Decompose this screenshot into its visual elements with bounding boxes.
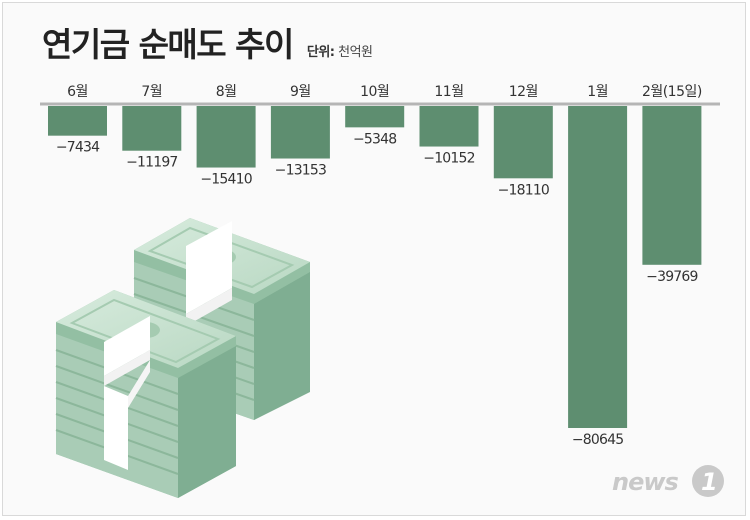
category-label-9: 2월(15일) — [642, 84, 702, 100]
value-label-8: −80645 — [572, 432, 623, 448]
chart-title: 연기금 순매도 추이 — [42, 25, 294, 64]
svg-text:news: news — [612, 468, 679, 496]
front-money-stack — [55, 290, 236, 498]
value-labels: −7434 −11197 −15410 −13153 −5348 −10152 −18110… — [56, 131, 699, 448]
bars-group — [48, 106, 702, 428]
value-label-2: −11197 — [126, 155, 177, 171]
svg-text:1: 1 — [701, 468, 718, 496]
bar-6 — [419, 106, 479, 147]
value-label-9: −39769 — [646, 269, 697, 285]
bar-4 — [270, 106, 330, 159]
title-row: 연기금 순매도 추이 단위: 천억원 — [42, 18, 373, 66]
category-label-3: 8월 — [216, 84, 237, 100]
value-label-4: −13153 — [275, 163, 326, 179]
bar-7 — [493, 106, 553, 179]
category-label-6: 11월 — [434, 84, 463, 100]
value-label-1: −7434 — [56, 140, 100, 156]
bar-2 — [122, 106, 182, 151]
bar-3 — [196, 106, 256, 168]
category-label-4: 9월 — [290, 84, 311, 100]
unit-value: 천억원 — [338, 45, 373, 60]
bar-5 — [345, 106, 405, 128]
value-label-5: −5348 — [353, 131, 396, 147]
category-label-1: 6월 — [67, 84, 88, 100]
category-label-5: 10월 — [360, 84, 389, 100]
bar-8 — [568, 106, 628, 428]
category-label-7: 12월 — [509, 84, 538, 100]
unit-label: 단위: — [306, 45, 335, 60]
news1-logo: news 1 — [612, 465, 724, 497]
value-label-3: −15410 — [200, 172, 251, 188]
unit-note: 단위: 천억원 — [307, 41, 373, 60]
category-labels: 6월 7월 8월 9월 10월 11월 12월 1월 2월(15일) — [67, 84, 702, 100]
value-label-6: −10152 — [423, 151, 474, 167]
bar-9 — [642, 106, 702, 265]
category-label-2: 7월 — [141, 84, 162, 100]
value-label-7: −18110 — [498, 182, 549, 198]
category-label-8: 1월 — [587, 84, 608, 100]
bar-1 — [48, 106, 107, 136]
